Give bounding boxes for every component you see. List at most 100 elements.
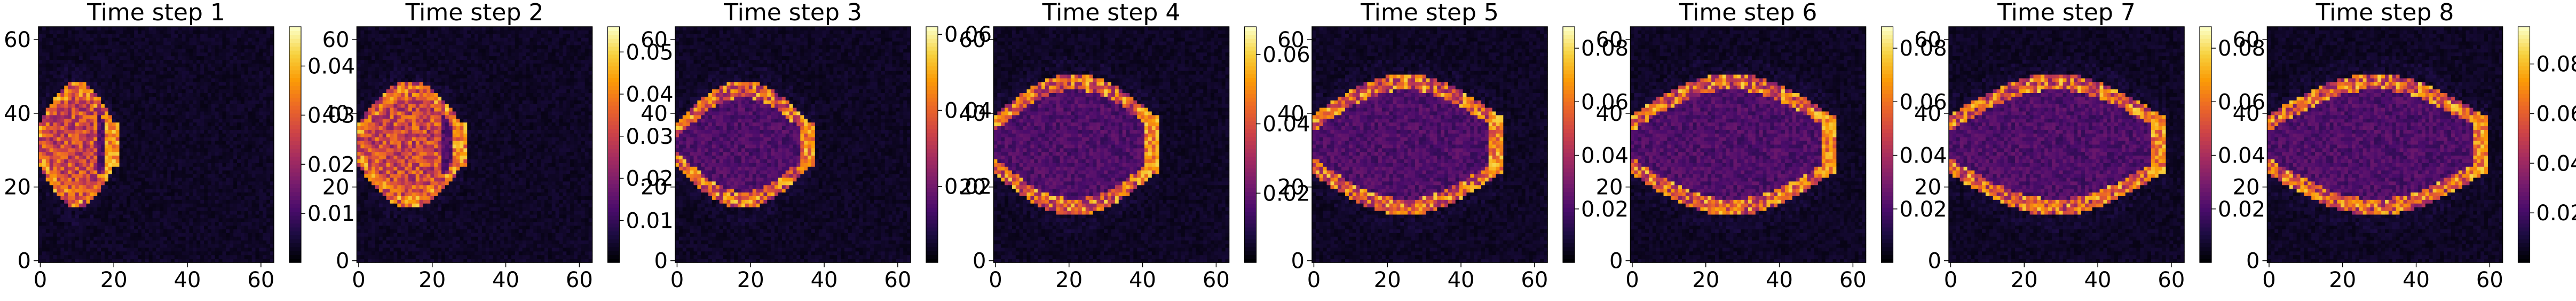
heatmap-cell xyxy=(119,240,124,245)
heatmap-cell xyxy=(266,78,271,82)
heatmap-cell xyxy=(237,148,241,152)
heatmap-cell xyxy=(408,34,413,38)
heatmap-cell xyxy=(134,159,138,164)
heatmap-cell xyxy=(251,192,256,197)
heatmap-cell xyxy=(138,141,142,145)
heatmap-cell xyxy=(240,185,245,189)
heatmap-cell xyxy=(233,74,238,79)
heatmap-cell xyxy=(101,244,105,249)
heatmap-cell xyxy=(226,199,230,204)
heatmap-cell xyxy=(49,93,54,97)
heatmap-cell xyxy=(68,96,72,101)
heatmap-cell xyxy=(181,148,186,152)
heatmap-cell xyxy=(163,45,168,49)
heatmap-cell xyxy=(42,236,46,241)
heatmap-cell xyxy=(207,89,212,94)
heatmap-cell xyxy=(185,96,190,101)
heatmap-cell xyxy=(72,181,76,186)
heatmap-cell xyxy=(130,226,135,230)
heatmap-cell xyxy=(196,107,201,112)
heatmap-cell xyxy=(115,56,120,60)
heatmap-cell xyxy=(167,60,171,64)
heatmap-cell xyxy=(196,93,201,97)
heatmap-cell xyxy=(481,67,486,72)
heatmap-cell xyxy=(49,63,54,68)
heatmap-cell xyxy=(426,56,431,60)
heatmap-cell xyxy=(178,52,183,57)
heatmap-cell xyxy=(255,170,260,175)
heatmap-cell xyxy=(270,107,274,112)
heatmap-cell xyxy=(196,129,201,134)
heatmap-cell xyxy=(82,78,87,82)
heatmap-cell xyxy=(588,41,593,46)
heatmap-cell xyxy=(563,30,567,35)
heatmap-cell xyxy=(49,196,54,200)
heatmap-cell xyxy=(78,63,83,68)
heatmap-cell xyxy=(434,41,438,46)
heatmap-cell xyxy=(266,89,271,94)
heatmap-cell xyxy=(181,122,186,127)
heatmap-cell xyxy=(255,211,260,215)
heatmap-cell xyxy=(215,244,219,249)
heatmap-cell xyxy=(86,89,91,94)
heatmap-cell xyxy=(244,56,249,60)
heatmap-cell xyxy=(181,30,186,35)
heatmap-cell xyxy=(185,218,190,222)
heatmap-cell xyxy=(49,192,54,197)
heatmap-cell xyxy=(152,226,157,230)
heatmap-cell xyxy=(57,199,61,204)
heatmap-cell xyxy=(240,181,245,186)
heatmap-cell xyxy=(174,41,179,46)
heatmap-cell xyxy=(82,74,87,79)
heatmap-cell xyxy=(530,27,534,31)
heatmap-cell xyxy=(215,34,219,38)
heatmap-cell xyxy=(134,27,138,31)
heatmap-cell xyxy=(555,49,560,53)
heatmap-cell xyxy=(82,236,87,241)
heatmap-cell xyxy=(115,163,120,167)
heatmap-cell xyxy=(93,181,98,186)
heatmap-cell xyxy=(244,137,249,142)
heatmap-cell xyxy=(163,141,168,145)
heatmap-cell xyxy=(86,67,91,72)
heatmap-cell xyxy=(423,60,428,64)
heatmap-cell xyxy=(478,60,483,64)
heatmap-cell xyxy=(101,45,105,49)
heatmap-cell xyxy=(226,255,230,259)
heatmap-cell xyxy=(200,170,204,175)
heatmap-cell xyxy=(82,82,87,86)
colorbar-segment xyxy=(289,168,301,173)
heatmap-cell xyxy=(145,251,149,256)
heatmap-cell xyxy=(167,52,171,57)
heatmap-cell xyxy=(127,233,131,237)
heatmap-cell xyxy=(255,192,260,197)
heatmap-cell xyxy=(57,203,61,208)
heatmap-cell xyxy=(148,141,153,145)
heatmap-cell xyxy=(178,86,183,90)
heatmap-cell xyxy=(270,211,274,215)
heatmap-cell xyxy=(415,30,420,35)
heatmap-cell xyxy=(215,144,219,149)
heatmap-cell xyxy=(68,251,72,256)
heatmap-cell xyxy=(251,214,256,219)
heatmap-cell xyxy=(196,170,201,175)
heatmap-cell xyxy=(86,74,91,79)
heatmap-cell xyxy=(390,30,394,35)
heatmap-cell xyxy=(53,203,58,208)
heatmap-cell xyxy=(368,41,372,46)
heatmap-cell xyxy=(215,248,219,252)
heatmap-cell xyxy=(244,229,249,234)
heatmap-cell xyxy=(259,27,263,31)
heatmap-cell xyxy=(259,34,263,38)
heatmap-cell xyxy=(130,129,135,134)
heatmap-cell xyxy=(123,244,127,249)
heatmap-cell xyxy=(471,52,475,57)
heatmap-cell xyxy=(45,52,50,57)
heatmap-cell xyxy=(218,236,223,241)
heatmap-cell xyxy=(148,111,153,115)
heatmap-cell xyxy=(207,67,212,72)
heatmap-cell xyxy=(493,27,497,31)
heatmap-cell xyxy=(171,49,175,53)
heatmap-cell xyxy=(112,222,116,226)
